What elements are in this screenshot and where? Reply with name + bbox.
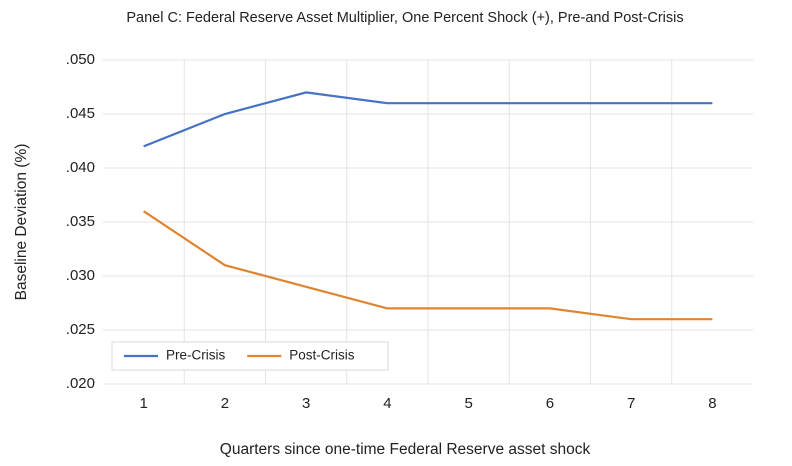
legend-label: Pre-Crisis: [166, 348, 225, 363]
y-tick-label: .050: [66, 51, 95, 68]
y-tick-label: .030: [66, 267, 95, 284]
x-tick-label: 7: [627, 395, 635, 412]
y-tick-label: .040: [66, 159, 95, 176]
x-tick-label: 5: [464, 395, 472, 412]
y-tick-label: .035: [66, 213, 95, 230]
series-line: [143, 91, 713, 148]
y-tick-label: .045: [66, 105, 95, 122]
y-tick-label: .020: [66, 375, 95, 392]
y-tick-label: .025: [66, 321, 95, 338]
series-line: [143, 210, 713, 321]
x-tick-label: 4: [383, 395, 391, 412]
y-axis-label: Baseline Deviation (%): [13, 144, 30, 301]
x-tick-label: 2: [221, 395, 229, 412]
x-tick-label: 1: [139, 395, 147, 412]
x-tick-label: 6: [546, 395, 554, 412]
chart-title: Panel C: Federal Reserve Asset Multiplie…: [126, 10, 683, 26]
x-axis-label: Quarters since one-time Federal Reserve …: [220, 441, 591, 458]
x-tick-label: 8: [708, 395, 716, 412]
x-tick-label: 3: [302, 395, 310, 412]
legend-label: Post-Crisis: [289, 348, 355, 363]
